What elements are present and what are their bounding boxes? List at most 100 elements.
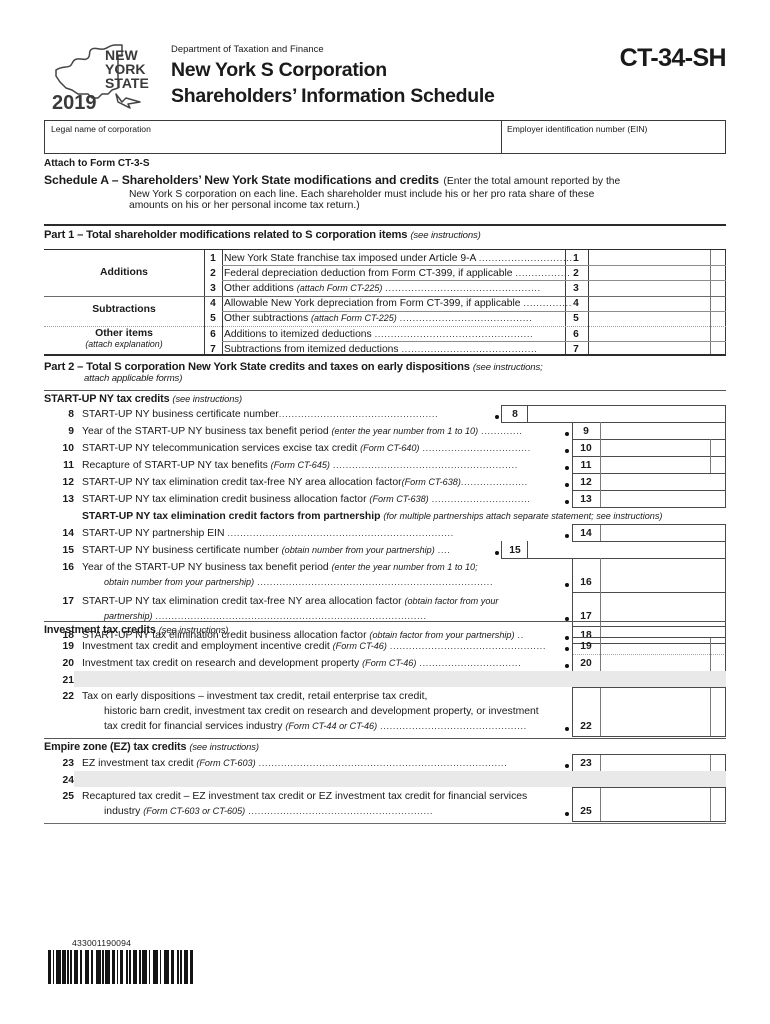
p1-value-input-2[interactable] [589,267,709,280]
line-10-main: START-UP NY telecommunication services e… [82,443,358,454]
line-25-cents-input[interactable] [712,789,724,820]
line-23-cents-input[interactable] [712,756,724,770]
p1-vrule-cents [710,250,711,354]
form-header: NEW YORK STATE 2019 Department of Taxati… [44,34,727,116]
p1-cents-input-6[interactable] [711,327,724,340]
line-23-vrule-r [600,754,601,771]
line-16-input[interactable] [602,560,724,591]
p1-value-input-7[interactable] [589,342,709,355]
line-10-input[interactable] [602,441,709,455]
line-9-input[interactable] [602,424,724,438]
schedule-a-paren3: amounts on his or her personal income ta… [129,199,360,211]
p1-rowtext-4: Allowable New York depreciation from For… [224,298,572,309]
line-8-main: START-UP NY business certificate number [82,409,279,420]
p1-rowtext-italic-5: (attach Form CT-225) [311,313,397,324]
p1-cents-input-7[interactable] [711,342,724,355]
line-10-vrule-r [600,439,601,456]
p1-rowtext-main-6: Additions to itemized deductions [224,328,372,340]
p1-cents-input-1[interactable] [711,251,724,264]
schedule-a-paren2: New York S corporation on each line. Eac… [129,188,595,200]
line-19-hrule-top [572,637,726,638]
p1-value-input-6[interactable] [589,327,709,340]
line-8-leader: ........................................… [278,409,439,420]
line-9-text: Year of the START-UP NY business tax ben… [82,426,522,437]
p1-cents-input-3[interactable] [711,282,724,295]
line-20-input[interactable] [602,656,709,670]
partnership-subheading: START-UP NY tax elimination credit facto… [82,511,662,522]
line-8-bullet-icon [495,415,499,419]
line-11-input[interactable] [602,458,709,472]
p1-cents-input-4[interactable] [711,297,724,310]
line-9-main: Year of the START-UP NY business tax ben… [82,426,329,437]
line-15-number: 15 [62,545,74,556]
p1-value-input-4[interactable] [589,297,709,310]
line-8-vrule-l [501,405,502,422]
p1-rownum-1: 1 [210,252,216,264]
p1-value-input-1[interactable] [589,251,709,264]
line-23-vrule-cents [710,754,711,771]
line-22-main2: historic barn credit, investment tax cre… [104,706,539,717]
line-13-box-number: 13 [580,494,592,505]
ein-input[interactable] [507,136,721,153]
line-20-cents-input[interactable] [712,656,724,670]
line-19-vrule-r [600,637,601,654]
line-22-main: Tax on early dispositions – investment t… [82,691,428,702]
line-15-text: START-UP NY business certificate number … [82,545,450,556]
line-22-vrule-r [600,687,601,736]
line-8-vrule-end [725,405,726,422]
logo-year: 2019 [52,92,97,114]
line-22-text-line2: historic barn credit, investment tax cre… [104,706,539,717]
legal-name-input[interactable] [51,136,495,153]
line-20-italic: (Form CT-46) [362,658,417,668]
line-8-input[interactable] [529,407,724,421]
line-13-input[interactable] [602,492,724,506]
line-15-hrule-bot [501,558,726,559]
p1-leader-4: ............... [523,298,572,310]
line-15-input[interactable] [529,543,724,557]
line-12-input[interactable] [602,475,724,489]
line-8-hrule-top [501,405,726,406]
line-14-input[interactable] [602,526,724,540]
line-17-hrule-bot [572,626,726,627]
line-10-cents-input[interactable] [712,441,724,455]
line-16-text-cont: obtain number from your partnership) ...… [104,577,493,588]
line-14-vrule-end [725,524,726,541]
p1-value-input-3[interactable] [589,282,709,295]
line-19-main: Investment tax credit and employment inc… [82,641,330,652]
line-12-vrule-r [600,473,601,490]
line-9-hrule-bot [572,439,726,440]
line-25-input[interactable] [602,789,709,820]
part2-heading: Part 2 – Total S corporation New York St… [44,361,543,384]
line-24-reserved-shading [74,771,726,787]
line-22-cents-input[interactable] [712,689,724,735]
p1-cat-label-2: Other items [95,328,153,339]
line-9-box-number: 9 [583,426,589,437]
line-10-leader: .................................. [422,443,531,454]
p1-category-subtractions: Subtractions [44,304,204,315]
line-15-main: START-UP NY business certificate number [82,545,279,556]
line-22-input[interactable] [602,689,709,735]
investment-note: (see instructions) [158,624,229,635]
p1-leader-2: ................. [515,267,571,279]
barcode-bars-icon [48,950,194,984]
p1-rowtext-main-4: Allowable New York depreciation from For… [224,298,521,310]
ez-lines-group: 23 EZ investment tax credit (Form CT-603… [44,754,726,822]
line-11-leader: ........................................… [332,460,518,471]
line-25-main: Recaptured tax credit – EZ investment ta… [82,791,528,802]
p1-cents-input-5[interactable] [711,312,724,325]
investment-title: Investment tax credits [44,624,156,636]
line-17-text: START-UP NY tax elimination credit tax-f… [82,596,498,607]
p1-cents-input-2[interactable] [711,267,724,280]
line-19-input[interactable] [602,639,709,653]
new-york-state-logo-icon: NEW YORK STATE 2019 [52,36,164,114]
p1-value-input-5[interactable] [589,312,709,325]
line-13-leader: ............................... [431,494,531,505]
line-25-bullet-icon [565,812,569,816]
line-11-cents-input[interactable] [712,458,724,472]
part2-note-cont: attach applicable forms) [84,373,183,384]
line-19-cents-input[interactable] [712,639,724,653]
line-23-input[interactable] [602,756,709,770]
line-22-vrule-l [572,687,573,736]
line-12-hrule-bot [572,490,726,491]
